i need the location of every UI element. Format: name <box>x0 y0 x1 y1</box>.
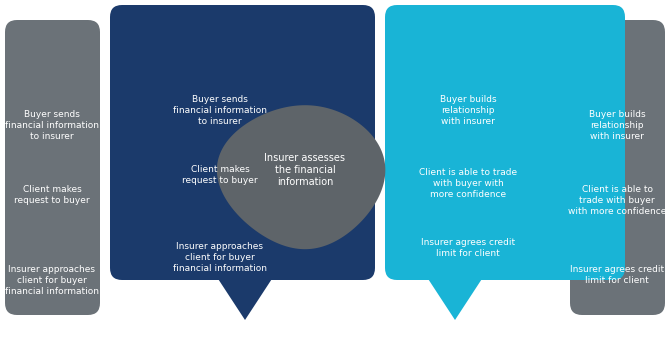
Text: Insurer assesses
the financial
information: Insurer assesses the financial informati… <box>265 153 346 188</box>
Polygon shape <box>427 278 482 320</box>
Text: Client is able to
trade with buyer
with more confidence: Client is able to trade with buyer with … <box>567 185 666 216</box>
Text: Buyer sends
financial information
to insurer: Buyer sends financial information to ins… <box>173 95 267 126</box>
Text: Client makes
request to buyer: Client makes request to buyer <box>182 165 258 185</box>
Polygon shape <box>217 105 385 249</box>
Text: Client makes
request to buyer: Client makes request to buyer <box>14 185 90 205</box>
Text: Buyer builds
relationship
with insurer: Buyer builds relationship with insurer <box>440 95 496 126</box>
Text: Client is able to trade
with buyer with
more confidence: Client is able to trade with buyer with … <box>419 168 517 199</box>
Text: Buyer sends
financial information
to insurer: Buyer sends financial information to ins… <box>5 110 99 141</box>
Text: Insurer agrees credit
limit for client: Insurer agrees credit limit for client <box>421 238 515 258</box>
FancyBboxPatch shape <box>570 20 665 315</box>
Text: Insurer approaches
client for buyer
financial information: Insurer approaches client for buyer fina… <box>5 265 99 296</box>
Polygon shape <box>218 278 273 320</box>
Text: Buyer builds
relationship
with insurer: Buyer builds relationship with insurer <box>589 110 645 141</box>
Text: Insurer approaches
client for buyer
financial information: Insurer approaches client for buyer fina… <box>173 242 267 273</box>
FancyBboxPatch shape <box>110 5 375 280</box>
FancyBboxPatch shape <box>5 20 100 315</box>
Text: Insurer agrees credit
limit for client: Insurer agrees credit limit for client <box>570 265 664 285</box>
FancyBboxPatch shape <box>385 5 625 280</box>
